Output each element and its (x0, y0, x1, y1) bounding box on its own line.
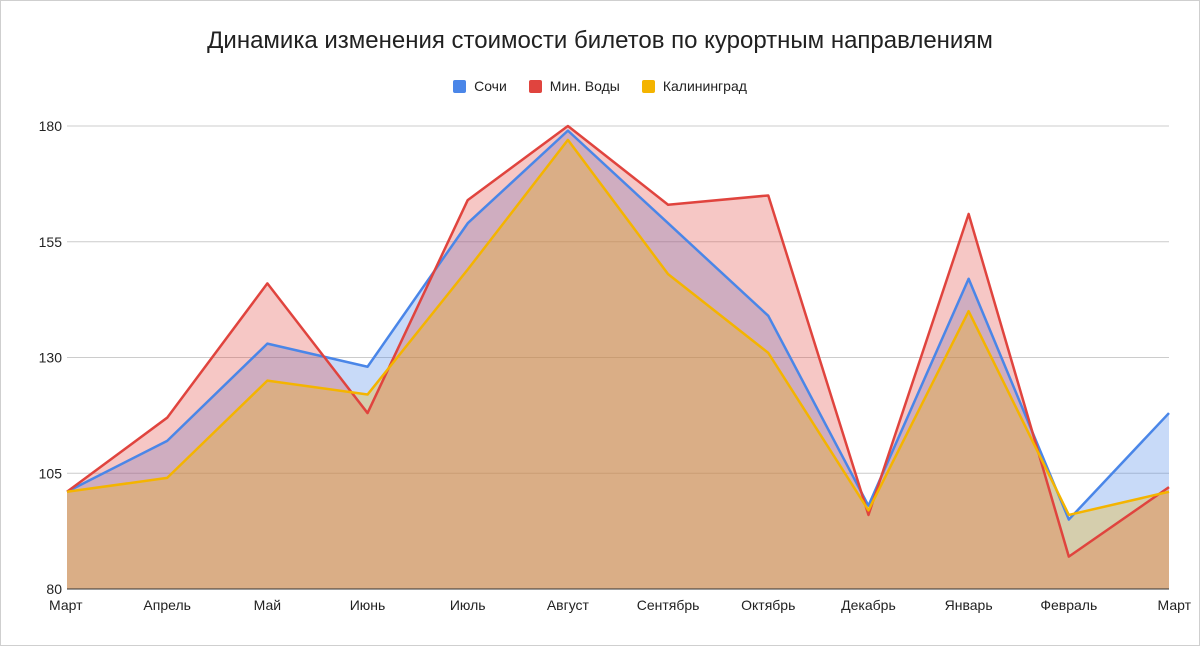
x-tick-label: Июнь (350, 597, 386, 613)
legend-label-sochi: Сочи (474, 78, 507, 94)
grid-lines (67, 125, 1169, 474)
x-tick-label: Январь (945, 597, 993, 613)
line-series-2 (66, 138, 1170, 517)
x-tick-label: Сентябрь (637, 597, 700, 613)
legend-swatch-sochi (453, 79, 467, 93)
y-tick-label: 130 (39, 350, 63, 366)
x-tick-label: Март (49, 597, 83, 613)
x-tick-label: Декабрь (841, 597, 896, 613)
x-tick-label: Февраль (1040, 597, 1097, 613)
x-tick-label: Август (547, 597, 590, 613)
x-tick-label: Март (1158, 597, 1192, 613)
x-tick-label: Май (254, 597, 281, 613)
series-areas (66, 124, 1170, 589)
line-series-0 (66, 129, 1170, 521)
legend-label-kaliningrad: Калининград (662, 78, 747, 94)
x-tick-label: Июль (450, 597, 486, 613)
area-series-2 (67, 139, 1169, 589)
legend-swatch-kaliningrad (641, 79, 655, 93)
legend-swatch-min-vody (528, 79, 542, 93)
y-tick-label: 105 (39, 465, 63, 481)
area-series-0 (67, 130, 1169, 589)
legend-item-min-vody[interactable]: Мин. Воды (528, 78, 620, 94)
chart-title: Динамика изменения стоимости билетов по … (207, 27, 993, 54)
x-tick-label: Октябрь (741, 597, 795, 613)
legend-item-kaliningrad[interactable]: Калининград (641, 78, 747, 94)
y-tick-label: 80 (46, 581, 62, 597)
legend-item-sochi[interactable]: Сочи (453, 78, 507, 94)
line-series-1 (66, 124, 1170, 558)
x-tick-label: Апрель (143, 597, 191, 613)
y-tick-label: 180 (39, 118, 63, 134)
axes: 80 105 130 155 180 Март Апрель Май Июнь Июль Авгус… (39, 118, 1192, 613)
legend-label-min-vody: Мин. Воды (549, 78, 620, 94)
legend: Сочи Мин. Воды Калининград (1, 78, 1199, 94)
area-series-1 (67, 126, 1169, 589)
y-tick-label: 155 (39, 234, 63, 250)
